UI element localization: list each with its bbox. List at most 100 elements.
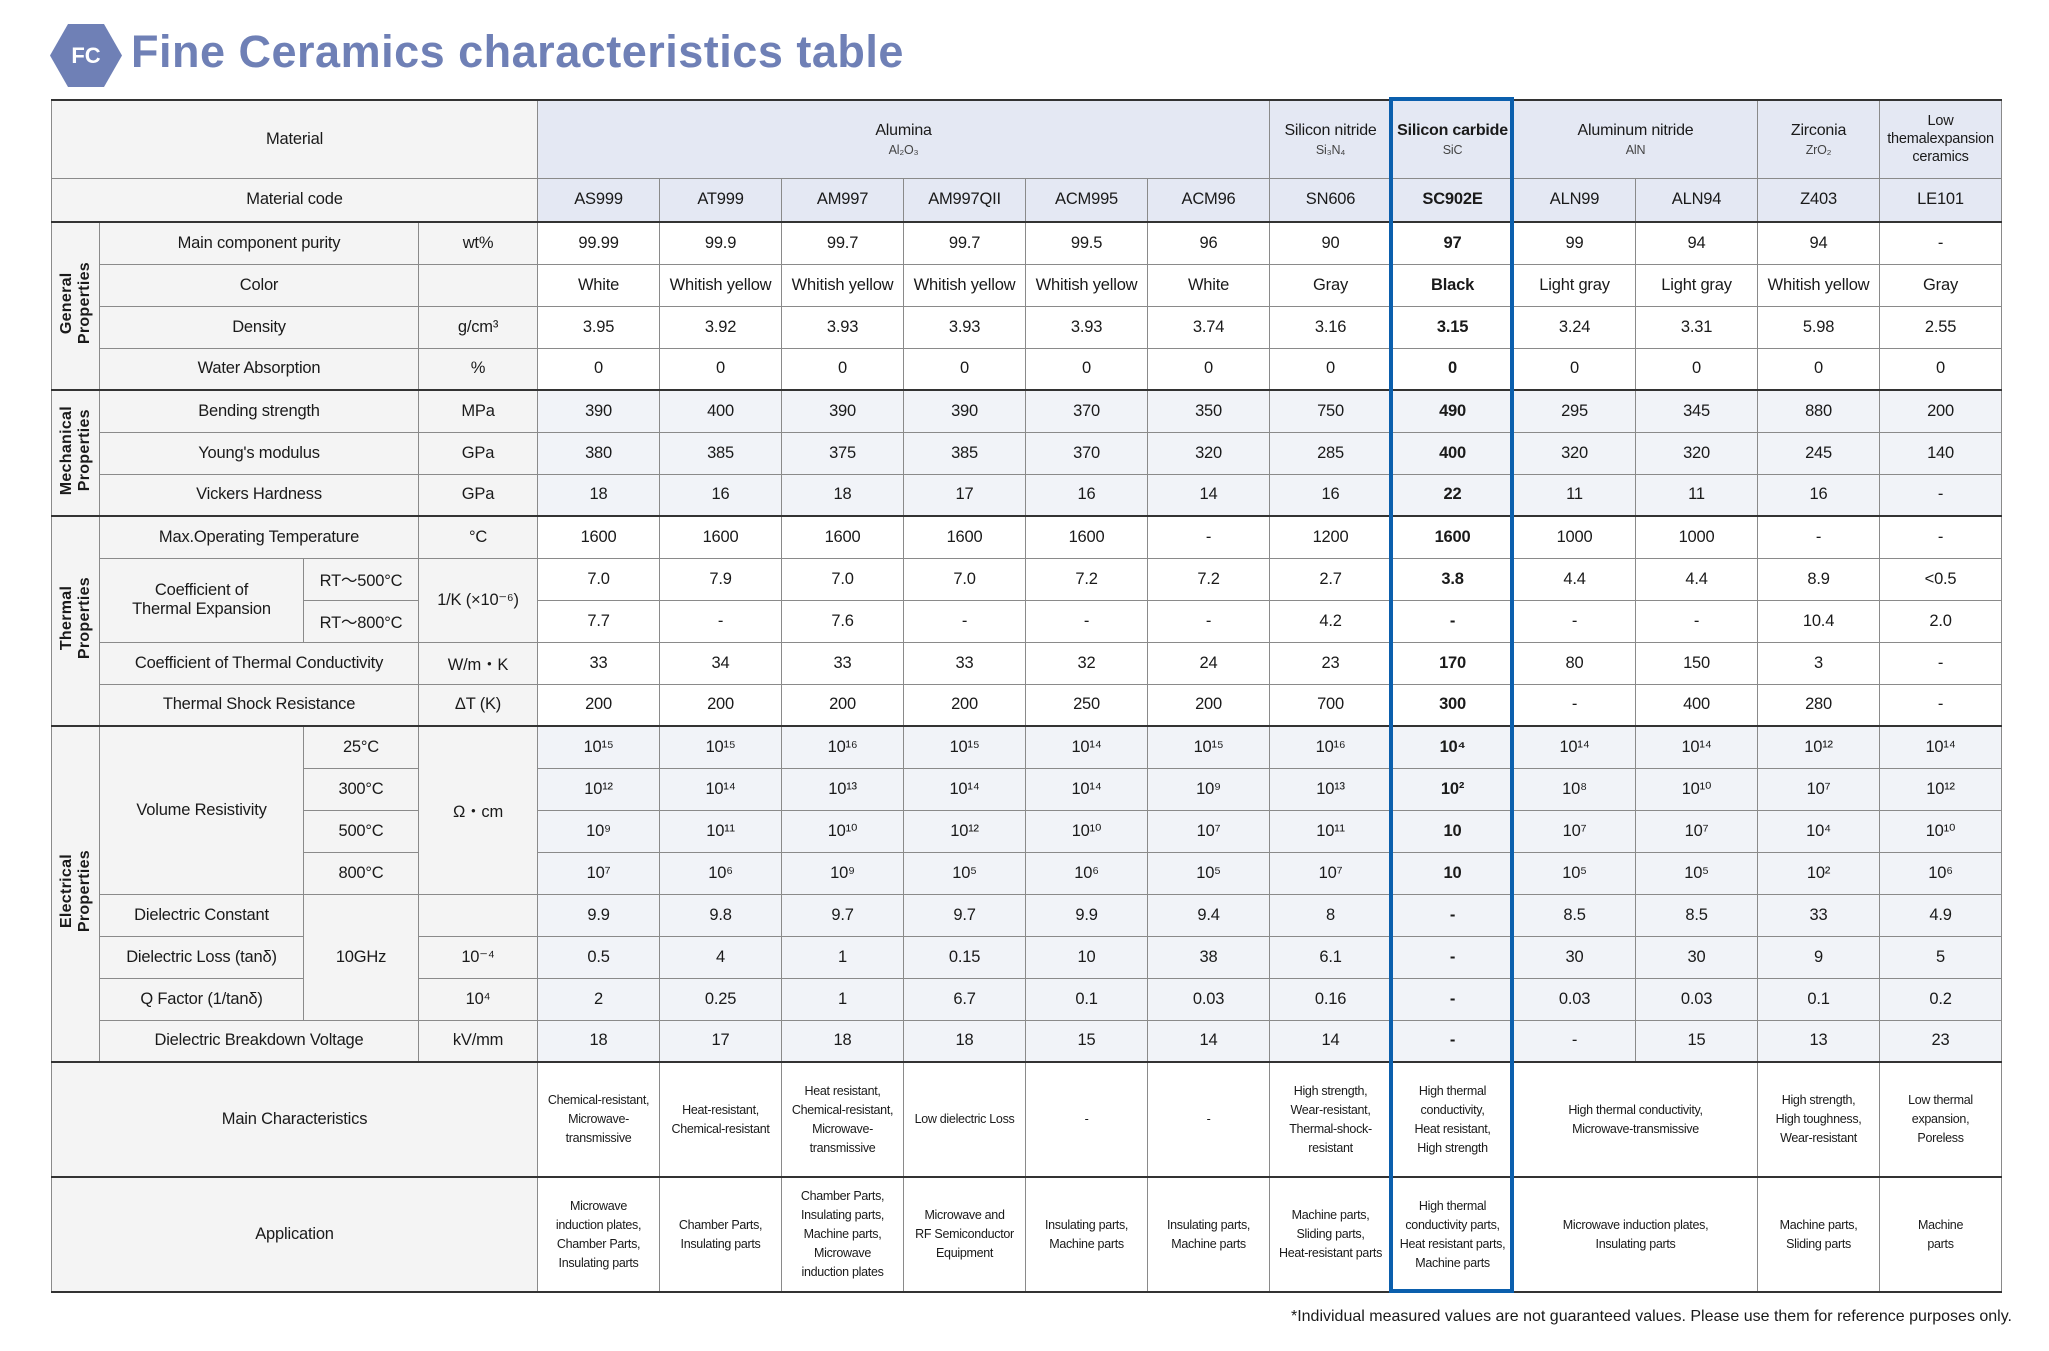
property-unit: 10⁻⁴ [417,935,539,979]
value-cell: 2.55 [1879,305,2003,349]
property-unit: 10⁴ [417,977,539,1021]
value-cell: 0.5 [537,935,661,979]
value-cell: 4 [659,935,783,979]
value-cell: 10¹⁵ [659,725,783,769]
material-code-acm96: ACM96 [1147,177,1271,223]
value-cell: 0.2 [1879,977,2003,1021]
value-cell: 1 [781,977,905,1021]
value-cell: 9.4 [1147,893,1271,937]
property-unit: 1/K (×10⁻⁶) [417,557,539,643]
value-cell: - [1513,599,1637,643]
value-cell: 0.1 [1025,977,1149,1021]
value-cell: 22 [1391,473,1515,517]
property-unit: W/m・K [417,641,539,685]
value-cell: 0.03 [1513,977,1637,1021]
value-cell: - [1635,599,1759,643]
value-cell: 0.03 [1635,977,1759,1021]
value-cell: 10⁴ [1391,725,1515,769]
value-cell: 94 [1757,221,1881,265]
value-cell: 10¹⁰ [1025,809,1149,853]
value-cell: 320 [1635,431,1759,475]
material-formula: ZrO₂ [1805,142,1832,157]
property-label: Dielectric Constant [99,893,304,937]
value-cell: 10¹² [1879,767,2003,811]
footnote: *Individual measured values are not guar… [1290,1308,2012,1325]
value-cell: 3 [1757,641,1881,685]
value-cell: 14 [1147,1019,1271,1063]
value-cell: 1000 [1513,515,1637,559]
value-cell: 23 [1269,641,1393,685]
value-cell: 10⁸ [1513,767,1637,811]
value-cell: 33 [537,641,661,685]
value-cell: 300 [1391,683,1515,727]
value-cell: 3.24 [1513,305,1637,349]
main-characteristics-cell: - [1025,1061,1149,1178]
property-label: Color [99,263,419,307]
section-label-text: Electrical Properties [57,850,93,933]
value-cell: 4.9 [1879,893,2003,937]
value-cell: 10¹⁴ [903,767,1027,811]
material-code-as999: AS999 [537,177,661,223]
property-condition: RT～800°C [303,599,419,643]
value-cell: 38 [1147,935,1271,979]
value-cell: 3.31 [1635,305,1759,349]
value-cell: 10.4 [1757,599,1881,643]
value-cell: 200 [1879,389,2003,433]
value-cell: 0.25 [659,977,783,1021]
material-code-sc902e: SC902E [1391,177,1515,223]
value-cell: 0 [659,347,783,391]
value-cell: 0 [903,347,1027,391]
value-cell: 14 [1269,1019,1393,1063]
value-cell: 350 [1147,389,1271,433]
value-cell: 10¹⁴ [1879,725,2003,769]
material-code-z403: Z403 [1757,177,1881,223]
value-cell: 370 [1025,431,1149,475]
value-cell: 99.99 [537,221,661,265]
property-condition: RT～500°C [303,557,419,601]
value-cell: 0 [1513,347,1637,391]
value-cell: 385 [903,431,1027,475]
value-cell: 16 [1757,473,1881,517]
property-unit: g/cm³ [417,305,539,349]
value-cell: - [1025,599,1149,643]
material-code-sn606: SN606 [1269,177,1393,223]
material-group-header: Aluminum nitride AlN [1513,99,1759,179]
value-cell: 10 [1391,809,1515,853]
value-cell: White [537,263,661,307]
value-cell: 3.93 [781,305,905,349]
value-cell: 33 [903,641,1027,685]
property-label: Vickers Hardness [99,473,419,517]
value-cell: 8.9 [1757,557,1881,601]
value-cell: 10¹⁵ [1147,725,1271,769]
value-cell: Whitish yellow [1025,263,1149,307]
value-cell: 6.1 [1269,935,1393,979]
material-name: Zirconia [1790,121,1847,139]
value-cell: - [1879,473,2003,517]
value-cell: 10¹⁴ [659,767,783,811]
value-cell: 33 [781,641,905,685]
value-cell: 24 [1147,641,1271,685]
value-cell: 16 [1269,473,1393,517]
value-cell: 18 [781,473,905,517]
value-cell: 4.2 [1269,599,1393,643]
value-cell: 99.5 [1025,221,1149,265]
value-cell: Black [1391,263,1515,307]
value-cell: 400 [1635,683,1759,727]
value-cell: - [1513,683,1637,727]
value-cell: 18 [537,1019,661,1063]
value-cell: 9.7 [781,893,905,937]
value-cell: 99 [1513,221,1637,265]
value-cell: 10¹³ [781,767,905,811]
value-cell: 15 [1635,1019,1759,1063]
value-cell: 10⁷ [1147,809,1271,853]
property-unit: ΔT (K) [417,683,539,727]
material-formula: AlN [1625,142,1646,157]
material-name: Low themalexpansion ceramics [1887,113,1994,166]
value-cell: 10⁵ [1635,851,1759,895]
value-cell: 34 [659,641,783,685]
material-code-le101: LE101 [1879,177,2003,223]
application-cell: Machine parts, Sliding parts, Heat-resis… [1269,1176,1393,1293]
value-cell: 14 [1147,473,1271,517]
value-cell: 18 [903,1019,1027,1063]
material-code-aln99: ALN99 [1513,177,1637,223]
